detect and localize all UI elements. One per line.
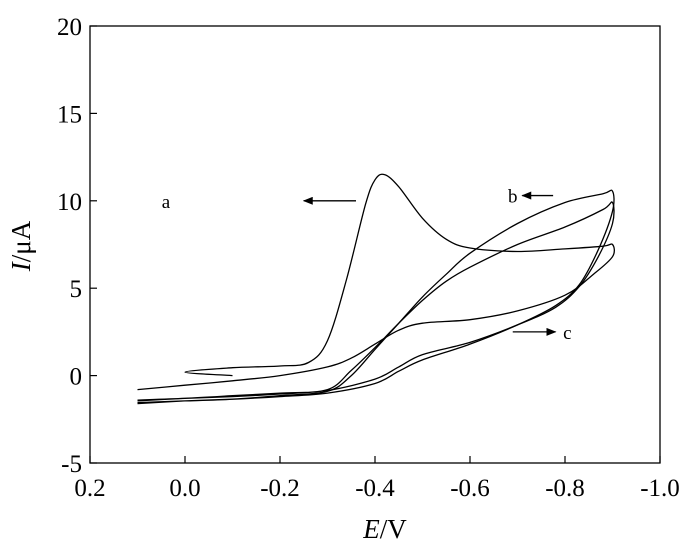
x-tick-label: -0.4	[355, 475, 395, 502]
x-tick-label: -1.0	[640, 475, 680, 502]
curve-c	[137, 201, 615, 402]
x-tick-label: 0.2	[74, 475, 105, 502]
annotation-label-c: c	[563, 323, 571, 344]
y-axis-label: I/μA	[6, 220, 36, 272]
x-axis-ticks: 0.2 0.0 -0.2 -0.4 -0.6 -0.8 -1.0	[74, 456, 680, 502]
x-tick-label: 0.0	[169, 475, 200, 502]
y-tick-label: 15	[57, 101, 82, 128]
y-tick-label: 10	[57, 189, 82, 216]
y-tick-label: -5	[61, 451, 82, 478]
y-tick-label: 5	[70, 276, 83, 303]
annotation-label-a: a	[162, 192, 171, 213]
plot-frame	[89, 25, 661, 464]
x-tick-label: -0.2	[260, 475, 300, 502]
curve-b	[137, 189, 615, 405]
y-tick-label: 0	[70, 364, 83, 391]
x-tick-label: -0.8	[545, 475, 585, 502]
y-axis-ticks: -5 0 5 10 15 20	[57, 14, 97, 478]
curve-a	[137, 173, 615, 391]
annotation-label-b: b	[508, 187, 518, 208]
y-tick-label: 20	[57, 14, 82, 41]
curve-annotations: a b c	[162, 187, 572, 344]
x-axis-label: E/V	[362, 514, 407, 544]
x-tick-label: -0.6	[450, 475, 490, 502]
plot-curves	[137, 173, 615, 405]
